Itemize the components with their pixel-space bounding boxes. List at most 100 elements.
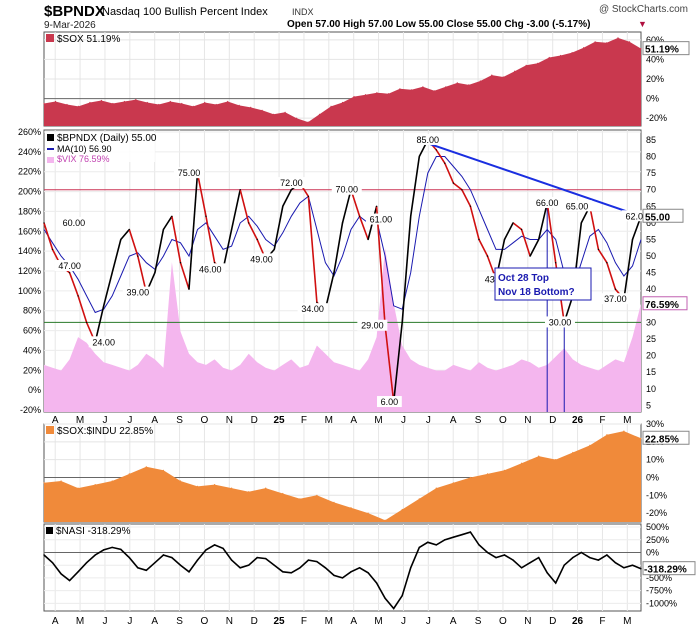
peak-label: 65.00 (566, 201, 589, 211)
nasi-point (145, 569, 147, 571)
nasi-point (623, 567, 625, 569)
bpndx-segment (444, 162, 455, 184)
bpndx-segment (478, 239, 489, 257)
x-tick-label: O (499, 415, 507, 426)
sox-point (364, 94, 367, 96)
vix-y-tick: 160% (18, 226, 41, 236)
sox-point (146, 101, 148, 104)
bpndx-point (213, 262, 216, 264)
peak-label: 85.00 (417, 135, 440, 145)
sox-point (583, 47, 585, 49)
x-tick-label: 26 (572, 415, 584, 426)
sox-indu-point (623, 430, 625, 432)
bpndx-segment (273, 206, 284, 250)
sox-indu-point (486, 473, 489, 475)
sox-point (43, 102, 45, 105)
x-tick-label: 25 (274, 616, 286, 627)
bpndx-point (367, 238, 369, 241)
sox-point (640, 48, 642, 50)
x-tick-label: A (450, 415, 457, 426)
x-tick-label: J (426, 616, 431, 627)
sox-indu-point (248, 491, 250, 493)
peak-label-bg (377, 396, 402, 408)
bpndx-point (410, 215, 412, 217)
annotation-line2: Nov 18 Bottom? (498, 287, 575, 298)
sox-point (135, 99, 137, 101)
nasi-point (597, 559, 600, 561)
sox-indu-last-value: 22.85% (645, 434, 679, 445)
nasi-point (375, 582, 378, 584)
peak-label-bg (357, 319, 388, 331)
nasi-point (324, 567, 327, 569)
bpndx-point (375, 205, 378, 207)
bpndx-segment (247, 222, 258, 240)
bpndx-segment (205, 216, 216, 263)
sox-point (387, 93, 389, 95)
bpndx-segment (623, 239, 634, 300)
x-tick-label: F (301, 616, 307, 627)
sox-point (307, 121, 309, 123)
sox-indu-y-tick: 10% (646, 455, 664, 465)
nasi-point (103, 549, 105, 551)
sox-indu-legend-swatch (46, 426, 54, 434)
bpndx-point (503, 238, 506, 241)
peak-label-bg (246, 253, 277, 265)
x-tick-label: A (52, 616, 59, 627)
bpndx-point (77, 295, 79, 297)
peak-label-bg (621, 210, 652, 222)
sox-indu-point (384, 519, 386, 521)
nasi-point (316, 560, 318, 563)
nasi-y-tick: -750% (646, 586, 672, 596)
bpndx-segment (589, 206, 600, 250)
peak-label-bg (600, 293, 631, 305)
sox-point (537, 62, 539, 64)
bpndx-segment (68, 272, 79, 297)
nasi-point (265, 557, 267, 560)
peak-label: 70.00 (335, 185, 358, 195)
bpndx-segment (179, 262, 190, 290)
bpndx-y-tick: 15 (646, 367, 656, 377)
nasi-point (171, 556, 173, 559)
bpndx-point (529, 255, 531, 257)
bpndx-point (401, 321, 403, 324)
nasi-point (230, 559, 233, 561)
bpndx-legend-swatch (47, 134, 54, 141)
sox-point (525, 64, 527, 66)
sox-indu-point (111, 480, 113, 482)
peak-label: 66.00 (536, 198, 559, 208)
nasi-point (495, 556, 497, 559)
nasi-point (631, 564, 634, 566)
sox-y-tick: -20% (646, 113, 667, 123)
nasi-point (239, 567, 241, 569)
nasi-point (128, 556, 130, 559)
nasi-point (222, 547, 224, 550)
bpndx-segment (520, 229, 531, 257)
bpndx-point (171, 215, 173, 217)
sox-point (296, 117, 298, 119)
nasi-point (640, 568, 642, 570)
nasi-point (68, 579, 71, 582)
bpndx-y-tick: 25 (646, 334, 656, 344)
x-tick-label: F (301, 415, 307, 426)
bpndx-point (606, 262, 608, 264)
x-tick-label: M (623, 616, 631, 627)
bpndx-segment (597, 248, 608, 264)
bpndx-point (137, 255, 139, 257)
x-tick-label: F (599, 616, 605, 627)
nasi-point (614, 562, 617, 564)
vix-y-tick: 260% (18, 127, 41, 137)
sox-indu-point (418, 498, 420, 500)
peak-label-bg (331, 183, 362, 195)
bpndx-segment (512, 222, 523, 231)
sox-y-tick: 60% (646, 35, 664, 45)
vix-y-tick: 120% (18, 266, 41, 276)
vix-legend-swatch (47, 157, 54, 163)
bpndx-point (111, 272, 113, 274)
bpndx-segment (154, 229, 165, 273)
x-tick-label: A (350, 415, 357, 426)
bpndx-point (341, 222, 344, 224)
nasi-point (478, 544, 480, 546)
x-tick-label: M (374, 616, 382, 627)
peak-label: 46.00 (199, 264, 222, 274)
peak-label-bg (195, 263, 226, 275)
